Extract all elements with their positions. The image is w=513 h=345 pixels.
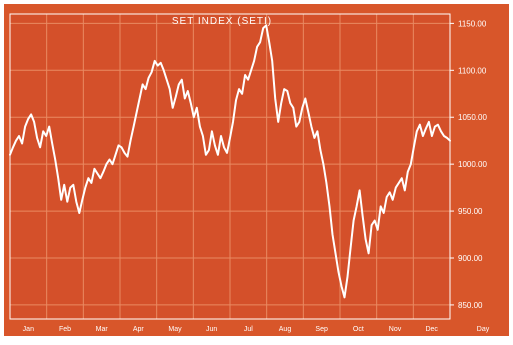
series-polyline [9,24,451,299]
plot-frame [9,13,451,320]
y-tick-label: 1000.00 [458,160,487,169]
x-tick-label: Aug [279,326,292,333]
grid-lines [10,14,450,319]
y-tick-label: 950.00 [458,207,483,216]
chart-title: SET INDEX (SETI) [172,16,272,27]
x-axis-ticks: Jan Feb Mar Apr May Jun Jul Aug Sep Oct Nov Dec [23,326,439,333]
x-tick-label: Nov [389,326,402,333]
series-line [9,24,451,299]
y-tick-label: 1050.00 [458,113,487,122]
y-axis-ticks: 850.00 900.00 950.00 1000.00 1050.00 1100.00 1… [450,19,487,310]
y-tick-label: 1100.00 [458,66,487,75]
x-tick-label: Sep [315,326,328,333]
x-tick-label: Jul [244,326,253,333]
x-tick-label: Mar [96,326,109,333]
y-tick-label: 1150.00 [458,19,487,28]
x-tick-label: May [168,326,182,333]
x-tick-label: Jun [206,326,217,333]
x-tick-label: Dec [425,326,438,333]
y-tick-label: 850.00 [458,301,483,310]
x-tick-label: Oct [353,326,364,333]
x-tick-label: Apr [133,326,145,333]
x-tick-label: Jan [23,326,34,333]
x-axis-end-label: Day [477,326,490,333]
y-tick-label: 900.00 [458,254,483,263]
x-tick-label: Feb [59,326,71,333]
